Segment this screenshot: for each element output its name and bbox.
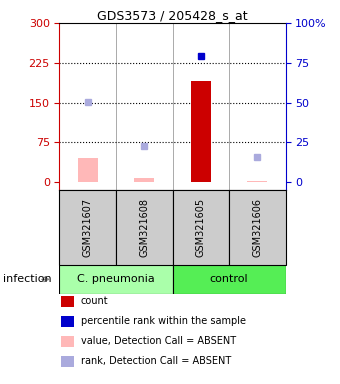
Text: infection: infection: [3, 274, 52, 285]
Bar: [191, 81, 211, 182]
Text: control: control: [210, 274, 249, 285]
Bar: [78, 158, 98, 182]
Bar: [173, 265, 286, 294]
Bar: [59, 190, 116, 265]
Text: GSM321605: GSM321605: [196, 198, 206, 257]
Bar: [229, 190, 286, 265]
Bar: [134, 178, 154, 182]
Text: GSM321607: GSM321607: [83, 198, 93, 257]
Bar: [116, 190, 173, 265]
Bar: [59, 265, 173, 294]
Bar: [173, 190, 229, 265]
Text: value, Detection Call = ABSENT: value, Detection Call = ABSENT: [81, 336, 236, 346]
Text: percentile rank within the sample: percentile rank within the sample: [81, 316, 246, 326]
Text: count: count: [81, 296, 108, 306]
Text: rank, Detection Call = ABSENT: rank, Detection Call = ABSENT: [81, 356, 231, 366]
Title: GDS3573 / 205428_s_at: GDS3573 / 205428_s_at: [97, 9, 248, 22]
Text: C. pneumonia: C. pneumonia: [77, 274, 155, 285]
Text: GSM321606: GSM321606: [252, 198, 262, 257]
Text: GSM321608: GSM321608: [139, 198, 149, 257]
Bar: [248, 180, 267, 182]
